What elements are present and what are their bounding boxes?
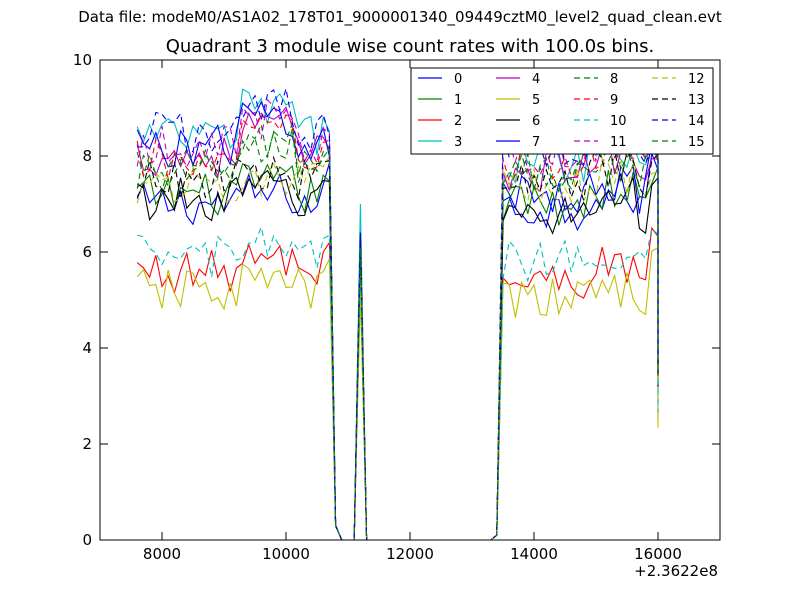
series-layer [136, 88, 659, 541]
series-line-13 [136, 148, 659, 541]
x-tick-label: 16000 [634, 545, 682, 563]
legend-label-12: 12 [688, 72, 705, 87]
legend-label-13: 13 [688, 93, 705, 108]
y-tick-label: 2 [82, 435, 92, 453]
chart-title: Quadrant 3 module wise count rates with … [165, 36, 655, 57]
legend-box [410, 67, 714, 155]
series-line-10 [137, 225, 659, 541]
legend-label-3: 3 [454, 135, 462, 150]
suptitle: Data file: modeM0/AS1A02_178T01_90000013… [78, 8, 722, 26]
series-line-3 [136, 88, 659, 541]
legend-label-1: 1 [454, 93, 462, 108]
x-tick-label: 10000 [262, 545, 310, 563]
legend-label-5: 5 [532, 93, 540, 108]
series-line-14 [137, 88, 659, 541]
x-tick-label: 12000 [386, 545, 434, 563]
series-line-2 [136, 226, 659, 541]
x-tick-label: 14000 [510, 545, 558, 563]
legend-label-8: 8 [610, 72, 618, 87]
y-tick-label: 4 [82, 339, 92, 357]
x-tick-label: 8000 [143, 545, 181, 563]
legend-label-6: 6 [532, 114, 540, 129]
legend-label-15: 15 [688, 135, 705, 150]
legend-label-10: 10 [610, 114, 627, 129]
y-tick-label: 8 [82, 147, 92, 165]
series-line-5 [136, 246, 659, 541]
legend-label-9: 9 [610, 93, 618, 108]
legend-label-4: 4 [532, 72, 540, 87]
series-line-9 [136, 112, 659, 541]
y-tick-label: 0 [82, 531, 92, 549]
x-offset-label: +2.3622e8 [634, 562, 718, 580]
legend-label-2: 2 [454, 114, 462, 129]
legend-label-0: 0 [454, 72, 462, 87]
series-line-12 [136, 154, 659, 541]
legend-label-7: 7 [532, 135, 540, 150]
y-tick-label: 6 [82, 243, 92, 261]
legend-label-14: 14 [688, 114, 705, 129]
legend-label-11: 11 [610, 135, 627, 150]
series-line-8 [136, 122, 659, 541]
series-line-1 [136, 163, 659, 541]
y-tick-label: 10 [73, 51, 92, 69]
